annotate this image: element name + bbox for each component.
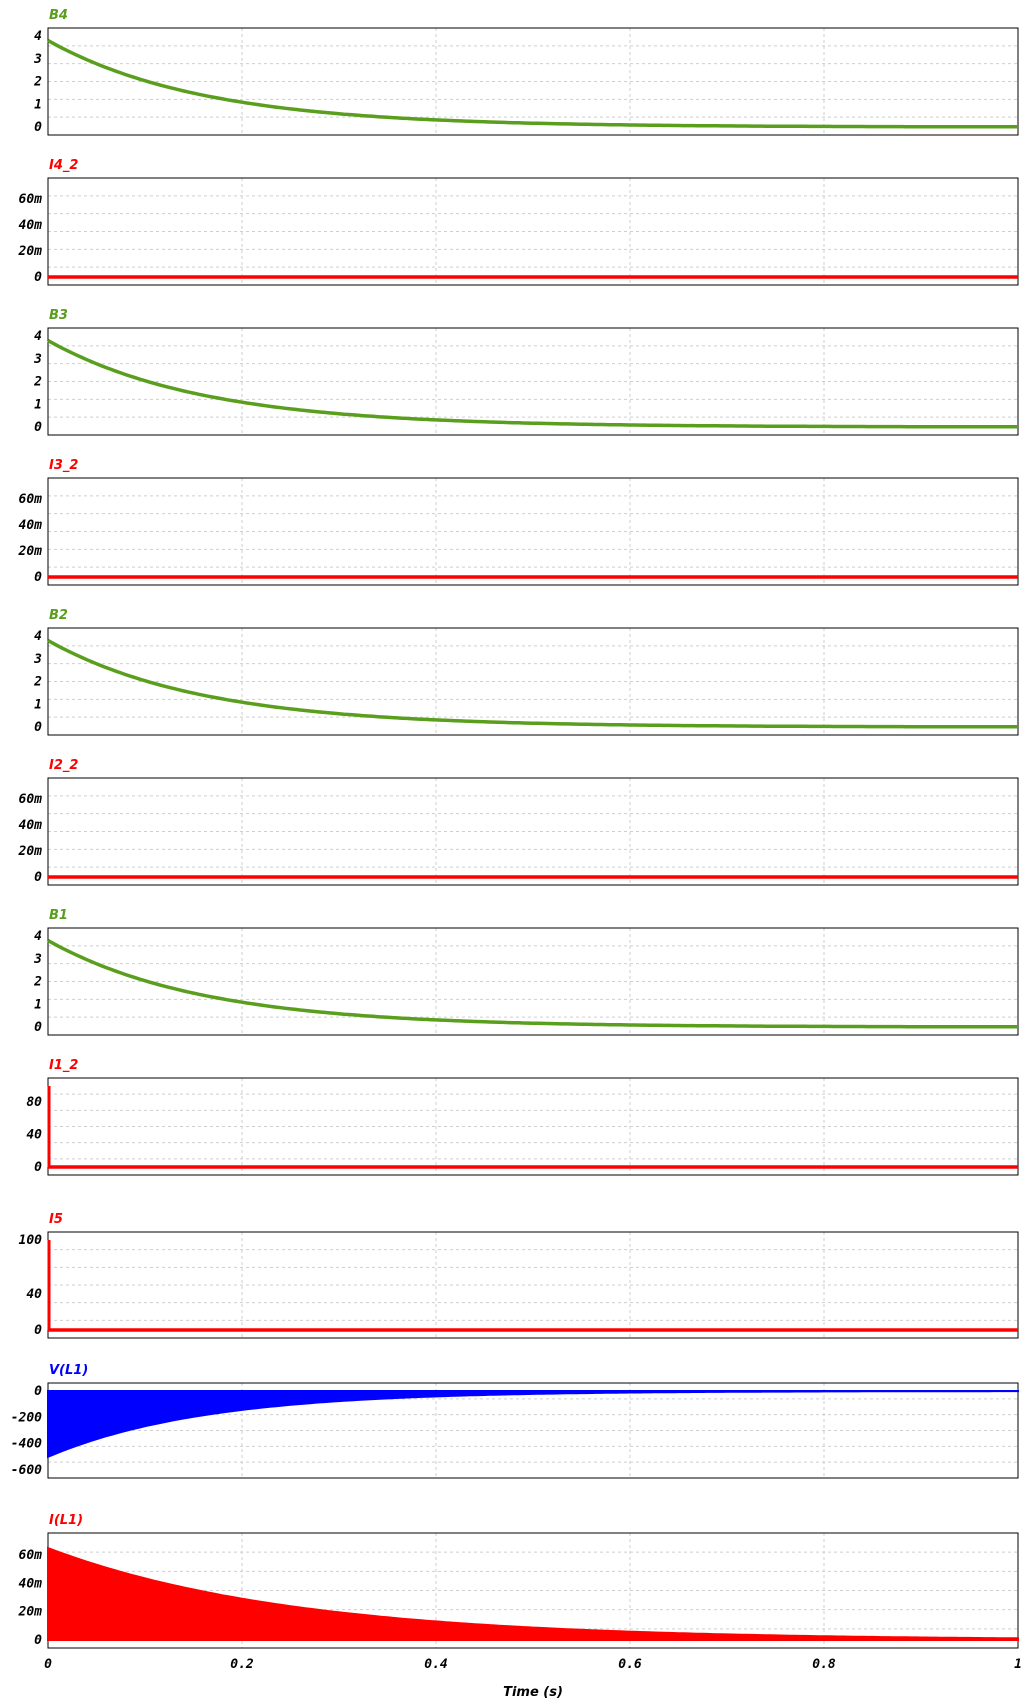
y-tick-label: 20m [18,244,43,259]
panel-i1-2: I1_2 0 40 80 [26,1058,1019,1176]
y-tick-label: 20m [18,844,43,859]
plot-frame [47,627,1019,736]
y-tick-label: 60m [19,1548,43,1563]
y-tick-label: 3 [33,52,42,67]
y-tick-label: 40m [19,818,43,833]
y-tick-label: 3 [33,652,42,667]
y-tick-label: 0 [34,120,42,135]
panel-title: B2 [49,608,68,623]
y-tick-label: 0 [34,1323,42,1338]
y-tick-label: 0 [34,270,42,285]
y-tick-label: 60m [19,792,43,807]
panel-b3: B3 0 1 2 3 4 [33,308,1019,436]
y-tick-label: 1 [34,97,42,112]
y-tick-label: 4 [34,929,42,944]
y-tick-label: 3 [33,952,42,967]
y-tick-label: 80 [26,1095,42,1110]
panel-v-l1-: V(L1) -600 -400 -200 0 [11,1363,1019,1479]
y-tick-label: 4 [34,329,42,344]
y-tick-label: 2 [33,75,42,90]
y-tick-label: -200 [11,1410,42,1425]
panel-title: V(L1) [49,1363,88,1378]
panel-b4: B4 0 1 2 3 4 [33,8,1019,136]
y-tick-label: -600 [11,1463,42,1478]
x-tick-label: 0.2 [230,1657,254,1672]
y-tick-label: 0 [34,1633,42,1648]
y-tick-label: 40 [26,1287,42,1302]
series-envelope [47,1390,1019,1459]
panel-i3-2: I3_2 0 20m 40m 60m [18,458,1019,586]
plot-frame [47,927,1019,1036]
panel-title: I3_2 [49,458,78,473]
panel-title: I2_2 [49,758,78,773]
y-tick-label: 3 [33,352,42,367]
panel-i4-2: I4_2 0 20m 40m 60m [18,158,1019,286]
panel-title: I5 [49,1212,63,1227]
y-tick-label: 40m [19,518,43,533]
series-line [47,38,1018,129]
panel-title: B4 [49,8,68,23]
panel-i2-2: I2_2 0 20m 40m 60m [18,758,1019,886]
y-tick-label: 40m [19,1576,43,1591]
x-axis-label: Time (s) [503,1685,563,1700]
x-tick-label: 0.4 [424,1657,448,1672]
panel-b1: B1 0 1 2 3 4 [33,908,1019,1036]
y-tick-label: 2 [33,375,42,390]
y-tick-label: 0 [34,1020,42,1035]
plot-frame [47,327,1019,436]
panel-i-l1-: I(L1) 0 20m 40m 60m [18,1513,1019,1649]
y-tick-label: 0 [34,1384,42,1399]
series-line [47,938,1018,1029]
y-tick-label: 40 [26,1128,42,1143]
y-tick-label: 0 [34,420,42,435]
x-tick-label: 1 [1014,1657,1022,1672]
panel-title: I1_2 [49,1058,78,1073]
y-tick-label: 0 [34,1160,42,1175]
y-tick-label: -400 [11,1437,42,1452]
x-tick-label: 0.6 [618,1657,642,1672]
panel-title: I(L1) [49,1513,83,1528]
y-tick-label: 4 [34,29,42,44]
y-tick-label: 1 [34,697,42,712]
y-tick-label: 20m [18,544,43,559]
y-tick-label: 40m [19,218,43,233]
y-tick-label: 1 [34,997,42,1012]
plot-frame [47,477,1019,586]
y-tick-label: 20m [18,1605,43,1620]
series-line [47,638,1018,729]
y-tick-label: 60m [19,192,43,207]
plot-frame [47,177,1019,286]
y-tick-label: 0 [34,570,42,585]
panel-title: I4_2 [49,158,78,173]
y-tick-label: 2 [33,675,42,690]
y-tick-label: 60m [19,492,43,507]
panel-b2: B2 0 1 2 3 4 [33,608,1019,736]
y-tick-label: 1 [34,397,42,412]
y-tick-label: 2 [33,975,42,990]
y-tick-label: 100 [19,1233,43,1248]
x-tick-label: 0.8 [812,1657,836,1672]
y-tick-label: 0 [34,870,42,885]
plot-frame [47,27,1019,136]
panel-title: B1 [49,908,68,923]
plot-frame [47,777,1019,886]
x-tick-label: 0 [44,1657,52,1672]
panel-title: B3 [49,308,68,323]
series-envelope [47,1546,1019,1641]
y-tick-label: 0 [34,720,42,735]
y-tick-label: 4 [34,629,42,644]
panel-i5: I5 0 40 100 [19,1212,1019,1339]
series-line [47,339,1018,429]
